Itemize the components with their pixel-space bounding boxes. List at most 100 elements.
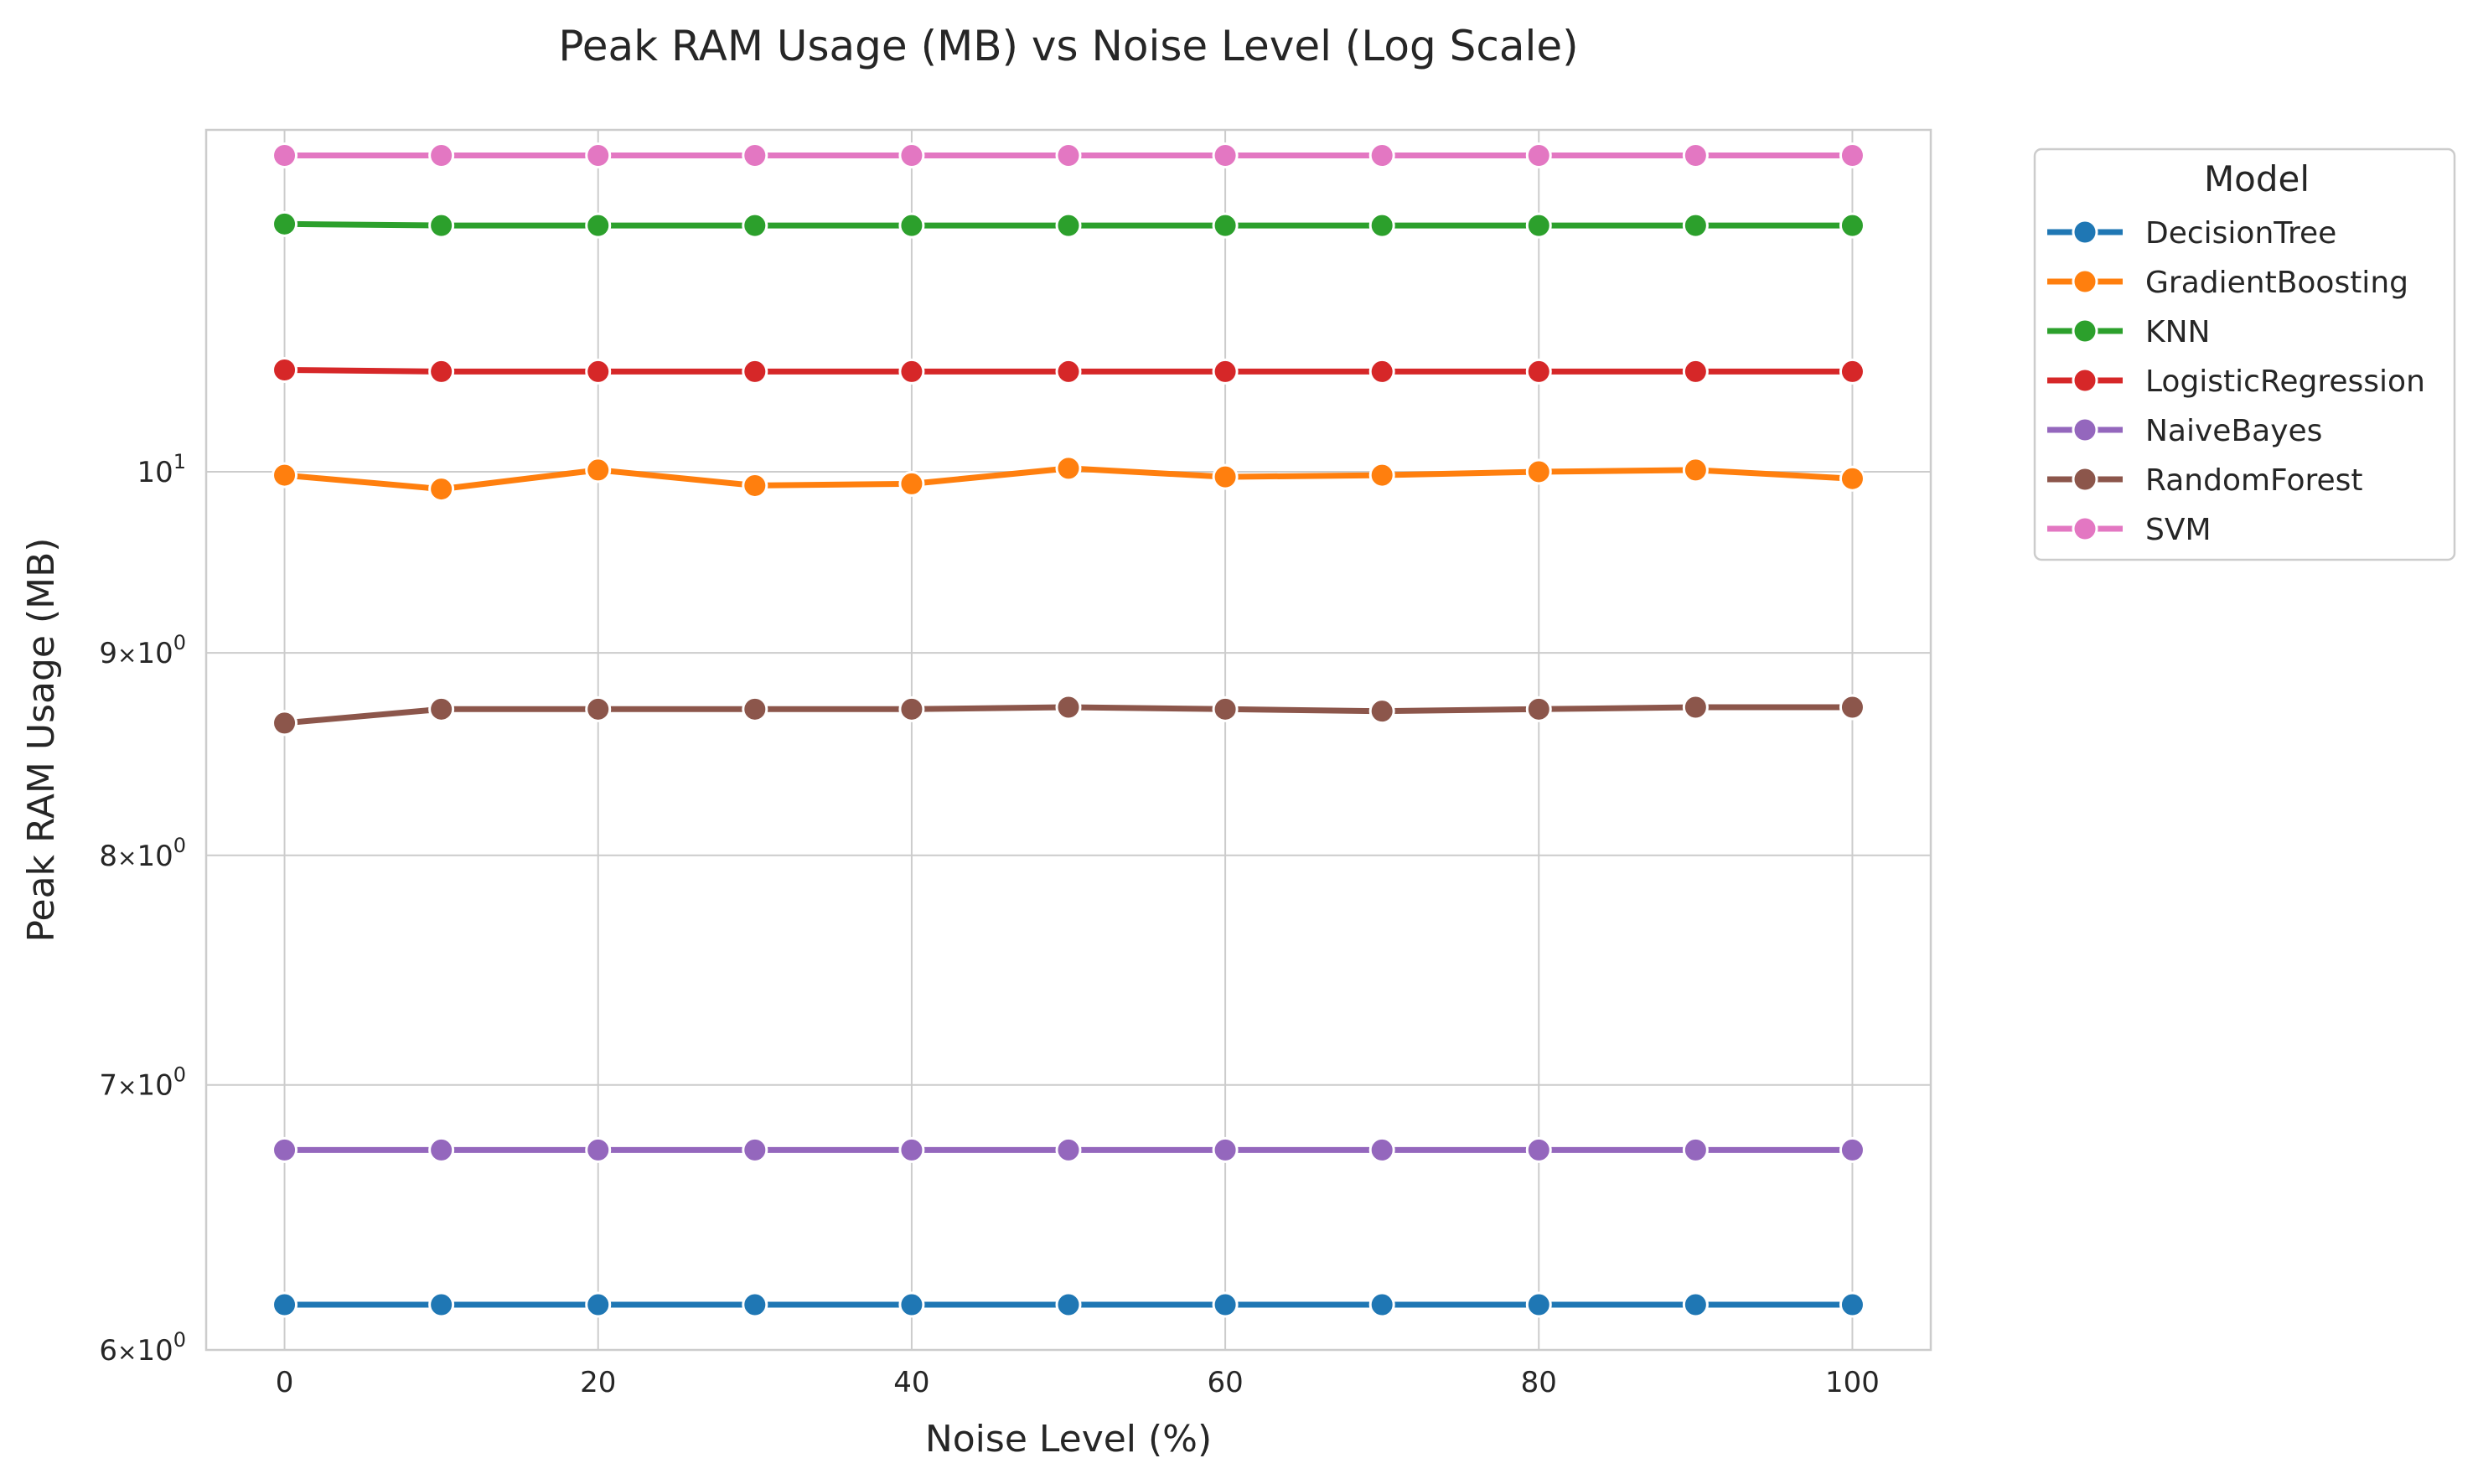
data-point (742, 472, 768, 499)
y-tick-label: 6×100 (99, 1328, 186, 1368)
series-randomforest (272, 694, 1865, 737)
legend-title: Model (2204, 158, 2310, 199)
data-point (1682, 1136, 1709, 1163)
y-tick-label: 7×100 (99, 1063, 186, 1103)
data-point (1839, 1136, 1865, 1163)
data-point (428, 1136, 455, 1163)
data-point (898, 1291, 925, 1318)
series-decisiontree (272, 1291, 1865, 1318)
data-point (1839, 1291, 1865, 1318)
data-point (1682, 142, 1709, 168)
x-axis-ticks: 0 20 40 60 80 100 (276, 1366, 1880, 1399)
data-point (585, 695, 612, 722)
legend-label: LogisticRegression (2145, 365, 2425, 399)
data-point (1055, 142, 1082, 168)
data-point (1368, 1291, 1395, 1318)
data-point (1368, 212, 1395, 239)
data-point (1682, 358, 1709, 385)
y-axis-ticks: 6×100 7×100 8×100 9×100 101 (99, 450, 186, 1368)
legend-marker (2072, 466, 2098, 493)
data-point (1055, 1136, 1082, 1163)
data-point (1839, 694, 1865, 721)
series-gradientboosting (272, 455, 1865, 503)
data-point (1525, 212, 1552, 239)
legend-box (2033, 147, 2456, 561)
data-point (1212, 212, 1239, 239)
legend-label: RandomForest (2145, 463, 2363, 498)
x-tick-label: 100 (1825, 1366, 1880, 1399)
data-point (898, 142, 925, 168)
legend-marker (2072, 367, 2098, 394)
data-point (1212, 1291, 1239, 1318)
legend-marker (2072, 219, 2098, 246)
data-point (428, 1291, 455, 1318)
series-logisticregression (272, 356, 1865, 385)
data-point (1839, 212, 1865, 239)
data-point (1055, 358, 1082, 385)
plot-area (204, 128, 1932, 1352)
legend-label: NaiveBayes (2145, 414, 2322, 448)
data-point (1525, 142, 1552, 168)
data-point (428, 142, 455, 168)
x-tick-label: 40 (893, 1366, 929, 1399)
data-point (898, 1136, 925, 1163)
legend-item: RandomForest (2047, 463, 2363, 498)
legend-marker (2072, 515, 2098, 542)
data-point (272, 710, 298, 737)
legend-label: DecisionTree (2145, 216, 2336, 251)
y-tick-label: 8×100 (99, 834, 186, 873)
data-point (898, 358, 925, 385)
y-tick-label: 101 (137, 450, 186, 489)
data-point (1055, 455, 1082, 482)
data-point (272, 210, 298, 237)
data-point (1525, 1136, 1552, 1163)
data-point (585, 358, 612, 385)
data-point (1682, 457, 1709, 483)
legend-items: DecisionTree GradientBoosting KNN LogisticR… (2047, 216, 2425, 547)
data-point (1212, 463, 1239, 490)
legend-item: NaiveBayes (2047, 414, 2322, 448)
data-point (1212, 142, 1239, 168)
series-lines (272, 142, 1865, 1318)
legend-item: DecisionTree (2047, 216, 2336, 251)
legend-label: SVM (2145, 513, 2212, 547)
data-point (1682, 1291, 1709, 1318)
data-point (1525, 1291, 1552, 1318)
data-point (1525, 458, 1552, 485)
data-point (1368, 698, 1395, 725)
y-tick-label: 9×100 (99, 631, 186, 670)
series-svm (272, 142, 1865, 168)
x-tick-label: 20 (580, 1366, 616, 1399)
data-point (272, 356, 298, 383)
data-point (898, 695, 925, 722)
data-point (898, 470, 925, 497)
x-axis-label: Noise Level (%) (925, 1418, 1212, 1461)
data-point (272, 142, 298, 168)
data-point (1368, 462, 1395, 489)
series-knn (272, 210, 1865, 239)
data-point (585, 457, 612, 483)
data-point (742, 358, 768, 385)
data-point (428, 476, 455, 503)
legend-item: LogisticRegression (2047, 365, 2425, 399)
series-naivebayes (272, 1136, 1865, 1163)
data-point (1368, 142, 1395, 168)
data-point (1525, 695, 1552, 722)
data-point (742, 1136, 768, 1163)
legend-marker (2072, 416, 2098, 443)
data-point (585, 1136, 612, 1163)
data-point (1055, 694, 1082, 721)
data-point (1839, 358, 1865, 385)
data-point (585, 212, 612, 239)
data-point (428, 695, 455, 722)
data-point (585, 142, 612, 168)
data-point (742, 695, 768, 722)
data-point (272, 1291, 298, 1318)
data-point (1682, 694, 1709, 721)
legend-item: SVM (2047, 513, 2212, 547)
x-tick-label: 0 (276, 1366, 294, 1399)
data-point (1682, 212, 1709, 239)
legend-marker (2072, 268, 2098, 295)
data-point (898, 212, 925, 239)
